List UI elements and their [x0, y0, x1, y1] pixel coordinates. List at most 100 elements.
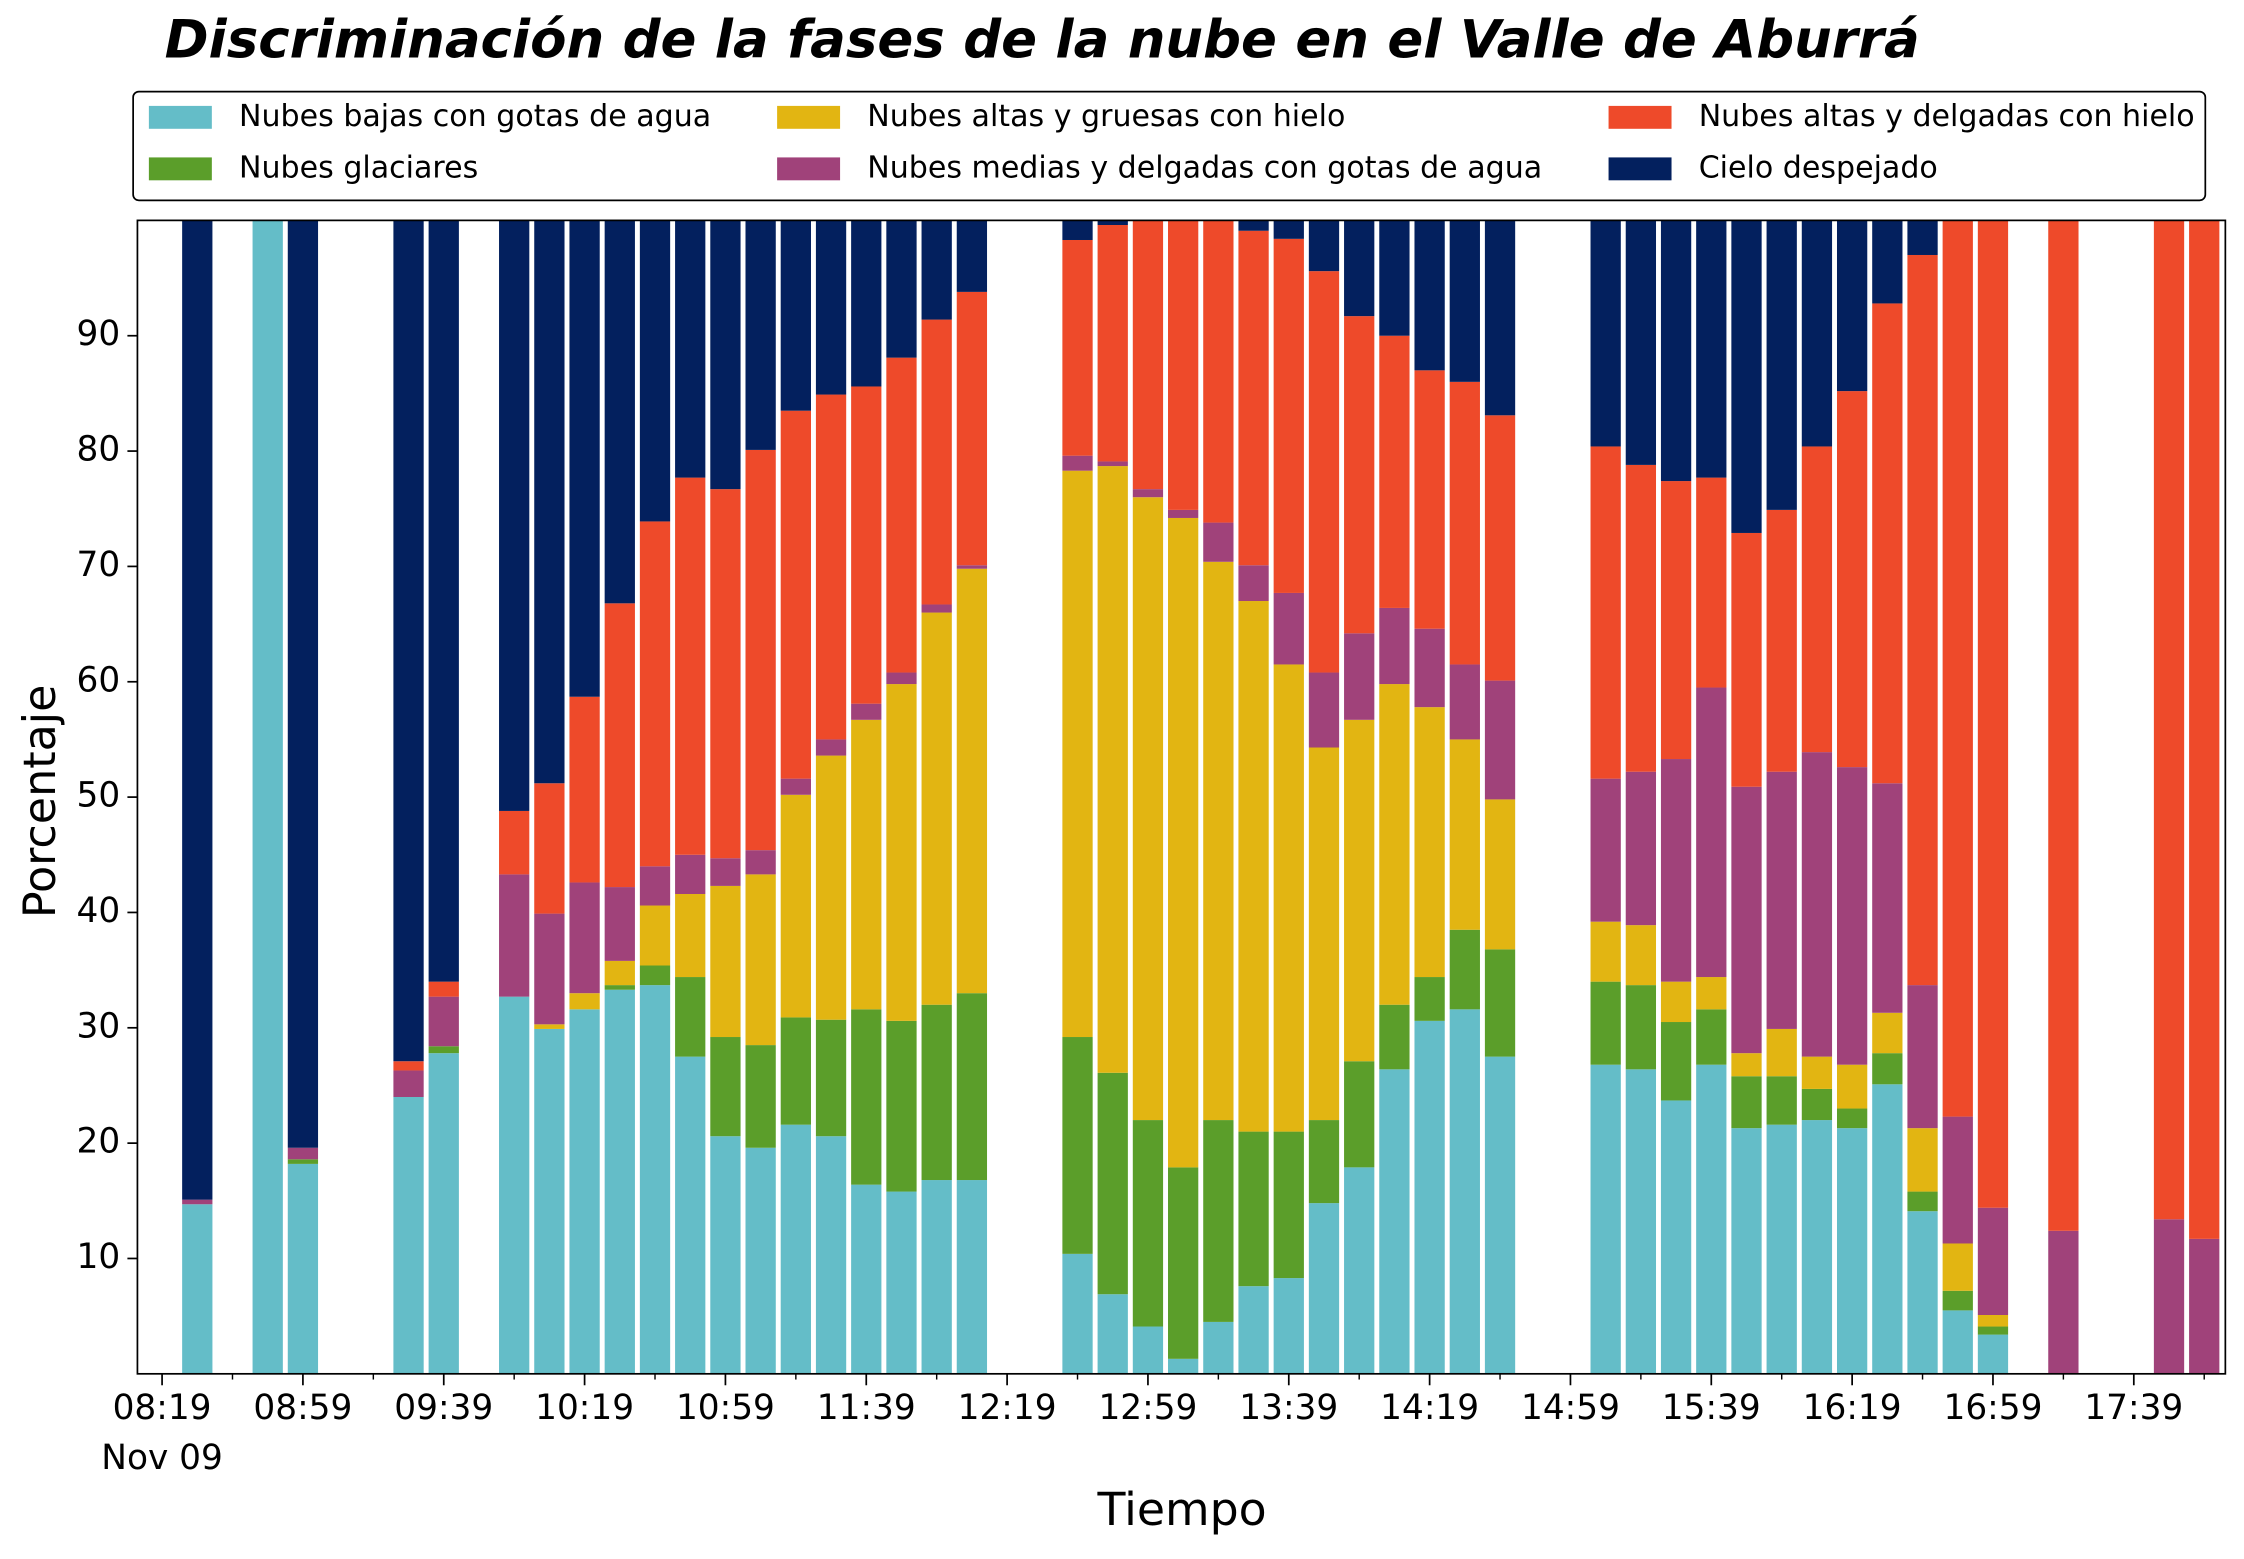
bar-segment — [851, 1009, 882, 1185]
bar-segment — [886, 1191, 917, 1374]
bar-segment — [1590, 446, 1621, 779]
legend-swatch — [148, 157, 212, 181]
bar-segment — [604, 220, 635, 604]
x-tick-label: 11:39 — [817, 1388, 916, 1428]
bar-segment — [1308, 672, 1340, 748]
x-tick-label: 12:59 — [1098, 1388, 1197, 1428]
x-tick-label: 12:19 — [958, 1388, 1057, 1428]
x-tick-label: 13:39 — [1239, 1388, 1338, 1428]
bar-segment — [1766, 1028, 1797, 1077]
bar-segment — [815, 755, 847, 1020]
bar-segment — [1132, 1120, 1164, 1327]
bar-segment — [1097, 466, 1128, 1073]
bar-segment — [815, 220, 847, 395]
bar-segment — [1449, 381, 1480, 665]
bar-segment — [604, 989, 635, 1374]
bar-segment — [1203, 522, 1234, 562]
bar-segment — [1308, 271, 1340, 673]
bar-segment — [1942, 1243, 1973, 1291]
bar-segment — [1062, 1037, 1093, 1254]
bar-segment — [1696, 1009, 1727, 1065]
bar-segment — [851, 220, 882, 387]
bar-segment — [534, 783, 565, 914]
bar-segment — [1097, 224, 1128, 462]
x-tick-label: 16:19 — [1803, 1388, 1902, 1428]
bar-segment — [569, 1009, 600, 1374]
bar-segment — [569, 882, 600, 994]
x-tick-label: 08:19 — [113, 1388, 212, 1428]
bar-segment — [182, 1199, 213, 1205]
bar-segment — [1660, 1100, 1692, 1374]
bar-segment — [1731, 1128, 1762, 1374]
bar-segment — [1590, 981, 1621, 1065]
bar-segment — [1907, 1211, 1938, 1374]
bar-segment — [1449, 929, 1480, 1010]
bar-segment — [569, 993, 600, 1010]
bar-segment — [534, 1028, 565, 1374]
bar-segment — [851, 703, 882, 720]
bar-segment — [886, 1020, 917, 1192]
bar-segment — [1731, 1076, 1762, 1129]
bar-segment — [1836, 391, 1868, 768]
bar-segment — [851, 1184, 882, 1374]
bar-segment — [2048, 1230, 2079, 1374]
x-tick-label: 09:39 — [394, 1388, 493, 1428]
bar-segment — [956, 568, 988, 994]
bar-segment — [886, 672, 917, 685]
bar-segment — [1132, 489, 1164, 498]
bar-segment — [745, 1147, 776, 1374]
bar-segment — [710, 1037, 741, 1137]
bar-segment — [1590, 220, 1621, 447]
bar-segment — [1907, 220, 1938, 255]
bar-segment — [499, 996, 530, 1374]
bar-segment — [921, 612, 952, 1005]
bar-segment — [1132, 497, 1164, 1121]
bar-segment — [1907, 1191, 1938, 1212]
bar-segment — [1660, 481, 1692, 760]
bar-segment — [1872, 783, 1903, 1013]
bar-segment — [639, 866, 671, 906]
bar-segment — [1907, 985, 1938, 1129]
bar-segment — [780, 1124, 811, 1374]
bar-segment — [1273, 220, 1304, 239]
bar-segment — [1907, 1128, 1938, 1192]
bar-segment — [393, 1096, 424, 1374]
bar-segment — [675, 477, 706, 855]
legend-label: Nubes altas y gruesas con hielo — [867, 99, 1345, 134]
bar-segment — [569, 696, 600, 883]
bar-segment — [1696, 977, 1727, 1010]
bar-segment — [1942, 1310, 1973, 1374]
bar-segment — [1836, 1108, 1868, 1129]
bar-segment — [2189, 220, 2220, 1239]
bar-segment — [1203, 1321, 1234, 1374]
bar-segment — [604, 960, 635, 986]
bar-segment — [534, 913, 565, 1025]
bar-segment — [2048, 220, 2079, 1231]
bar-segment — [745, 220, 776, 450]
bar-segment — [604, 985, 635, 990]
bar-segment — [921, 319, 952, 605]
bar-segment — [287, 1163, 319, 1374]
plot-frame — [136, 219, 2227, 1375]
bar-segment — [2153, 220, 2185, 1220]
bar-segment — [1449, 1009, 1480, 1374]
bar-segment — [1942, 1116, 1973, 1244]
bar-segment — [1062, 470, 1093, 1038]
bar-segment — [1731, 786, 1762, 1054]
bar-segment — [1203, 561, 1234, 1121]
y-tick-label: 40 — [77, 891, 121, 931]
bar-segment — [1766, 220, 1797, 510]
bar-segment — [1308, 1203, 1340, 1374]
bar-segment — [1625, 985, 1657, 1070]
bar-segment — [815, 394, 847, 740]
bar-segment — [1942, 1290, 1973, 1311]
bar-segment — [780, 1017, 811, 1125]
bar-segment — [1414, 707, 1445, 978]
x-tick-label: 10:19 — [535, 1388, 634, 1428]
bar-segment — [1168, 220, 1199, 510]
bar-segment — [1414, 370, 1445, 629]
bar-segment — [1872, 1012, 1903, 1054]
bar-segment — [534, 1024, 565, 1029]
bar-segment — [1590, 778, 1621, 922]
bar-segment — [1484, 680, 1516, 800]
